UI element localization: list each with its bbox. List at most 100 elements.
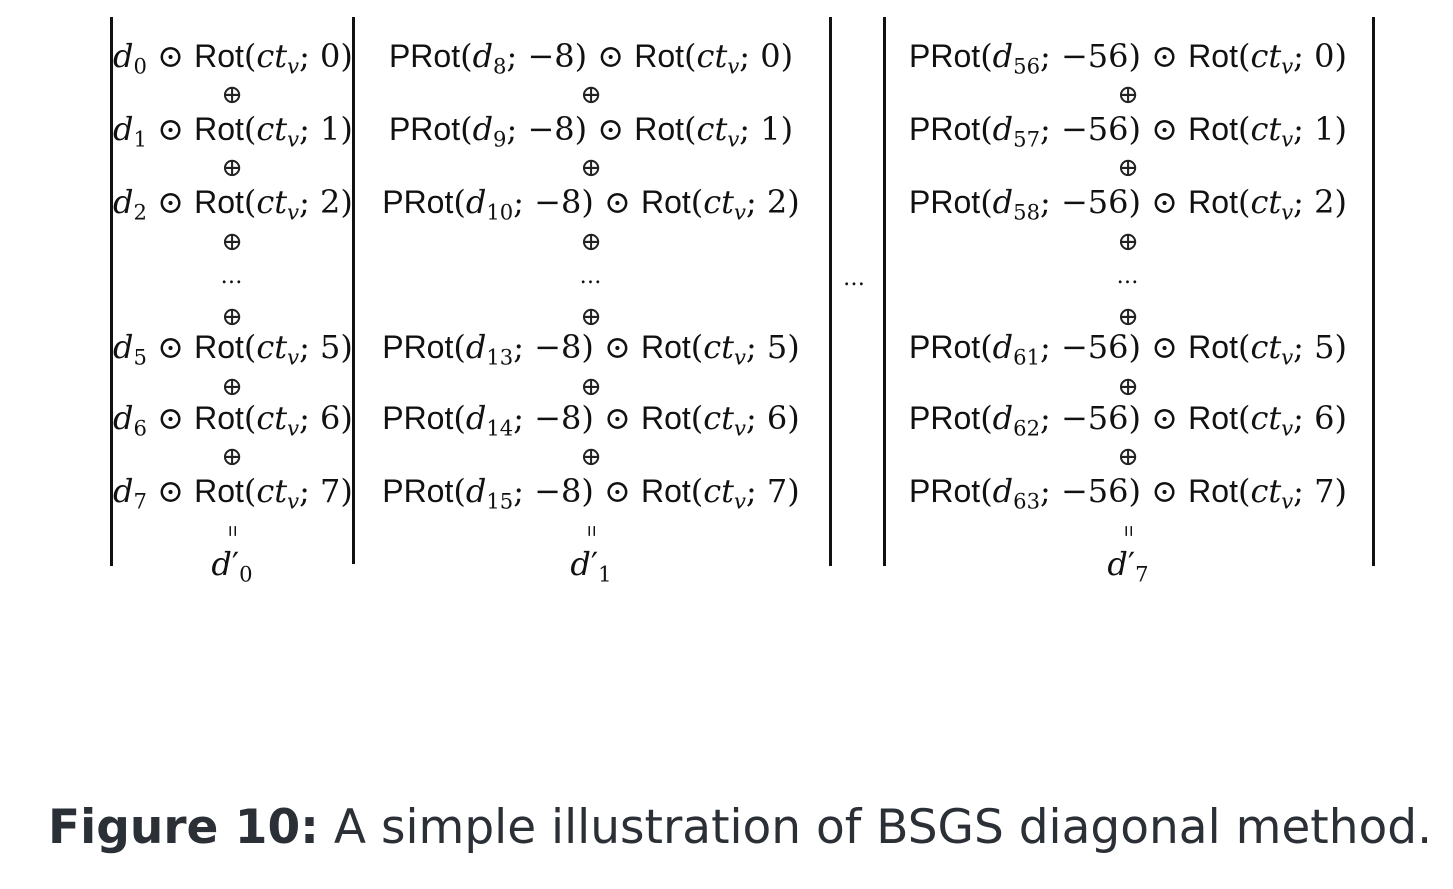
- paren: ): [1334, 328, 1347, 366]
- odot-symbol: ⊙: [146, 183, 195, 221]
- diag-var: d: [113, 37, 134, 75]
- paren: ): [340, 399, 353, 437]
- paren: (: [690, 472, 704, 510]
- diag-var: d: [472, 110, 494, 148]
- sep: ;: [1040, 328, 1061, 366]
- rot-index: 1: [320, 110, 341, 148]
- odot-symbol: ⊙: [146, 110, 195, 148]
- term-c2-r2: PRot(d58; −56) ⊙ Rot(ctv; 2): [886, 186, 1370, 222]
- equals-symbol: =: [1117, 525, 1139, 537]
- diag-var: d: [465, 472, 487, 510]
- term-c1-r1: PRot(d9; −8) ⊙ Rot(ctv; 1): [355, 113, 827, 149]
- sep: ;: [299, 37, 321, 75]
- equals-symbol: =: [221, 525, 243, 537]
- prime-mark: ′: [231, 545, 240, 583]
- column-2: PRot(d56; −56) ⊙ Rot(ctv; 0) PRot(d57; −5…: [886, 0, 1370, 600]
- term-c2-r1: PRot(d57; −56) ⊙ Rot(ctv; 1): [886, 113, 1370, 149]
- odot-symbol: ⊙: [146, 328, 195, 366]
- rot-index: 5: [1314, 328, 1335, 366]
- diag-var: d: [992, 472, 1014, 510]
- result-label: d′1: [355, 548, 827, 584]
- diag-index: 57: [1013, 126, 1041, 152]
- diag-var: d: [992, 328, 1014, 366]
- paren: (: [1237, 472, 1251, 510]
- sep: ;: [299, 328, 321, 366]
- rot-op: Rot: [634, 38, 685, 74]
- odot-symbol: ⊙: [146, 37, 195, 75]
- prot-op: PRot: [382, 473, 454, 509]
- prot-op: PRot: [382, 184, 454, 220]
- oplus-symbol: ⊕: [1117, 153, 1139, 183]
- term-c0-r2: d2 ⊙ Rot(ctv; 2): [113, 183, 353, 222]
- rot-op: Rot: [1188, 329, 1238, 365]
- ct-var: ct: [696, 37, 728, 75]
- diag-index: 9: [493, 126, 507, 152]
- rot-index: 0: [320, 37, 341, 75]
- ct-var: ct: [703, 399, 735, 437]
- ct-var: ct: [696, 110, 728, 148]
- odot-symbol: ⊙: [1141, 399, 1189, 437]
- rot-index: 2: [1314, 183, 1335, 221]
- diag-index: 1: [133, 126, 147, 152]
- result-index: 7: [1135, 561, 1149, 587]
- paren: (: [684, 110, 697, 148]
- rot-index: 6: [1314, 399, 1335, 437]
- paren: ): [581, 472, 594, 510]
- diag-index: 5: [133, 344, 147, 370]
- prot-op: PRot: [909, 184, 981, 220]
- result-var: d: [1107, 545, 1128, 583]
- paren: (: [684, 37, 697, 75]
- rot-op: Rot: [634, 111, 685, 147]
- paren: (: [453, 472, 466, 510]
- rot-op: Rot: [1188, 184, 1238, 220]
- prot-shift: −56: [1060, 328, 1129, 366]
- prot-op: PRot: [909, 473, 981, 509]
- oplus-symbol: ⊕: [580, 227, 602, 257]
- rot-index: 5: [320, 328, 341, 366]
- odot-symbol: ⊙: [1141, 183, 1189, 221]
- ct-var: ct: [1250, 328, 1282, 366]
- term-c1-r5: PRot(d15; −8) ⊙ Rot(ctv; 7): [355, 475, 827, 511]
- result-index: 1: [598, 561, 612, 587]
- paren: (: [690, 399, 704, 437]
- paren: (: [1237, 399, 1251, 437]
- diag-var: d: [113, 183, 134, 221]
- paren: (: [690, 328, 704, 366]
- term-c2-r3: PRot(d61; −56) ⊙ Rot(ctv; 5): [886, 331, 1370, 367]
- ct-sub: v: [734, 199, 746, 225]
- odot-symbol: ⊙: [1141, 472, 1189, 510]
- diag-index: 61: [1013, 344, 1041, 370]
- vertical-ellipsis: …: [1116, 264, 1140, 289]
- oplus-symbol: ⊕: [221, 302, 243, 332]
- sep: ;: [1040, 110, 1061, 148]
- oplus-symbol: ⊕: [221, 227, 243, 257]
- paren: ): [787, 399, 800, 437]
- ct-sub: v: [734, 488, 746, 514]
- paren: ): [581, 399, 594, 437]
- paren: ): [1334, 399, 1347, 437]
- oplus-symbol: ⊕: [580, 372, 602, 402]
- paren: (: [980, 472, 993, 510]
- ct-sub: v: [734, 344, 746, 370]
- paren: ): [780, 37, 794, 75]
- ct-sub: v: [1281, 344, 1294, 370]
- term-c2-r5: PRot(d63; −56) ⊙ Rot(ctv; 7): [886, 475, 1370, 511]
- between-columns-ellipsis: …: [843, 266, 865, 291]
- ct-sub: v: [1281, 126, 1294, 152]
- ct-sub: v: [287, 126, 300, 152]
- diag-var: d: [465, 183, 487, 221]
- paren: (: [1237, 110, 1251, 148]
- ct-sub: v: [727, 126, 740, 152]
- prot-shift: −8: [534, 328, 582, 366]
- paren: ): [340, 328, 353, 366]
- diag-var: d: [465, 399, 487, 437]
- ct-sub: v: [734, 415, 746, 441]
- rot-op: Rot: [194, 111, 244, 147]
- prot-shift: −8: [534, 183, 582, 221]
- ct-sub: v: [287, 488, 300, 514]
- equals-symbol: =: [580, 525, 602, 537]
- caption-text: A simple illustration of BSGS diagonal m…: [318, 800, 1433, 855]
- oplus-symbol: ⊕: [580, 442, 602, 472]
- diag-index: 10: [486, 199, 514, 225]
- paren: (: [243, 399, 257, 437]
